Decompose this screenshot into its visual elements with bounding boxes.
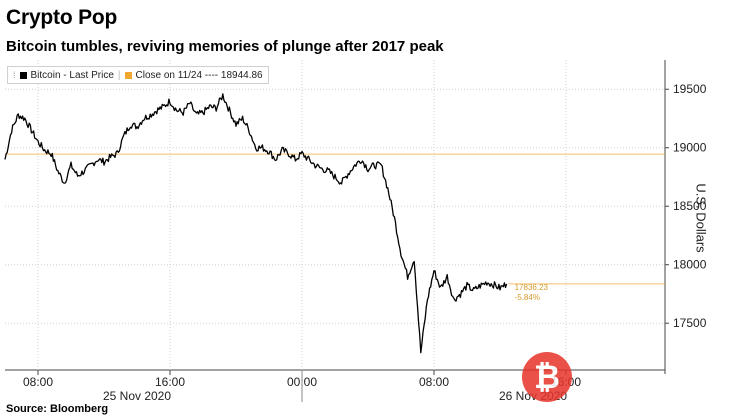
y-tick-label: 18000: [673, 258, 707, 272]
chart-subtitle: Bitcoin tumbles, reviving memories of pl…: [6, 38, 444, 55]
y-axis-label: U.S. Dollars: [693, 183, 709, 253]
source-note: Source: Bloomberg: [6, 403, 109, 415]
x-tick-label: 08:00: [23, 375, 53, 389]
y-tick-label: 19000: [673, 141, 707, 155]
bitcoin-price-line: [4, 93, 508, 354]
legend-handle-icon[interactable]: ⁞: [13, 70, 16, 80]
y-tick-label: 19500: [673, 82, 707, 96]
x-date-label: 25 Nov 2020: [103, 389, 171, 403]
x-tick-label: 16:00: [155, 375, 185, 389]
legend-swatch-close: [124, 71, 132, 79]
chart-title: Crypto Pop: [6, 6, 118, 29]
chart-legend: ⁞ Bitcoin - Last Price | Close on 11/24 …: [7, 66, 269, 84]
legend-swatch-series: [19, 71, 27, 79]
bitcoin-watermark-icon: ₿: [522, 352, 572, 402]
legend-close-label: Close on 11/24 ---- 18944.86: [135, 69, 263, 81]
legend-series-label: Bitcoin - Last Price: [30, 69, 114, 81]
current-change-label: -5.84%: [515, 293, 540, 302]
current-value-label: 17836.23: [515, 283, 549, 292]
x-tick-label: 08:00: [419, 375, 449, 389]
y-tick-label: 18500: [673, 199, 707, 213]
y-tick-label: 17500: [673, 316, 707, 330]
